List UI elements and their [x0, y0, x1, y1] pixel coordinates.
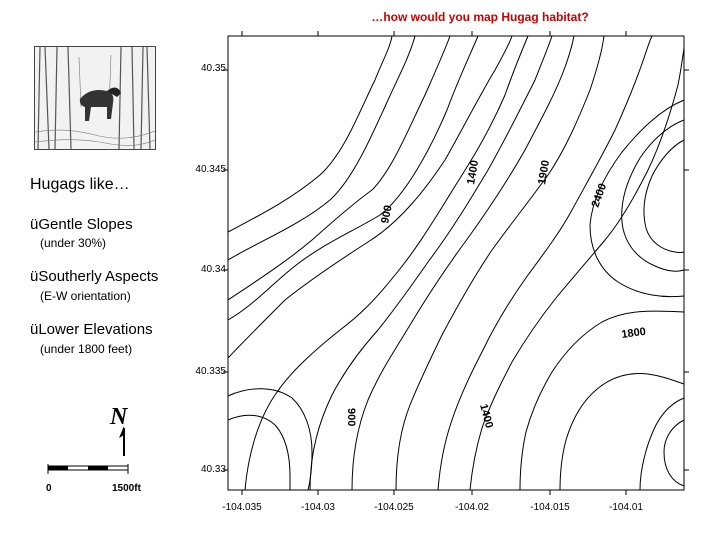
contour-label: 1800 — [621, 326, 647, 341]
contour-line — [643, 139, 685, 253]
contour-label: 1900 — [536, 159, 552, 185]
contour-line — [227, 35, 451, 301]
scale-end-label: 1500ft — [112, 483, 141, 494]
contour-line — [244, 35, 529, 491]
contour-line — [227, 388, 313, 491]
contour-line — [227, 414, 291, 490]
north-arrow-icon: N — [109, 404, 129, 456]
contour-label: 900 — [379, 204, 395, 224]
y-tick-label: 40.33 — [200, 464, 226, 475]
y-tick-label: 40.345 — [195, 164, 226, 175]
bullet-lower-elevations: üLower Elevations — [30, 321, 153, 338]
scale-start-label: 0 — [46, 483, 52, 494]
contour-line — [395, 35, 605, 491]
contour-line — [227, 35, 513, 359]
map-frame — [227, 35, 685, 491]
contour-line — [519, 310, 685, 491]
contour-line — [621, 119, 685, 272]
contour-line — [351, 35, 575, 491]
slide-title: …how would you map Hugag habitat? — [371, 10, 589, 24]
contour-line — [469, 47, 685, 491]
contour-line — [227, 35, 393, 233]
contour-line — [309, 35, 553, 491]
contour-label: 1400 — [465, 159, 481, 185]
contour-line — [437, 35, 653, 491]
bullet-gentle-slopes-detail: (under 30%) — [40, 236, 107, 250]
x-tick-label: -104.025 — [374, 502, 414, 513]
contour-label: 900 — [345, 408, 357, 426]
x-tick-label: -104.015 — [530, 502, 570, 513]
contour-line — [663, 419, 685, 487]
hugag-illustration — [34, 46, 156, 150]
contour-line — [227, 35, 479, 321]
x-tick-label: -104.01 — [609, 502, 643, 513]
contour-line — [559, 373, 685, 491]
bullet-southerly-aspects-detail: (E-W orientation) — [40, 289, 131, 303]
north-label: N — [109, 404, 129, 430]
x-tick-label: -104.03 — [301, 502, 335, 513]
contour-line — [639, 397, 685, 491]
criteria-heading: Hugags like… — [30, 176, 130, 193]
y-tick-label: 40.35 — [200, 63, 226, 74]
contour-line — [589, 99, 685, 298]
x-tick-label: -104.035 — [222, 502, 262, 513]
bullet-southerly-aspects: üSoutherly Aspects — [30, 268, 159, 285]
x-tick-label: -104.02 — [455, 502, 489, 513]
y-tick-label: 40.335 — [195, 366, 226, 377]
contour-line — [227, 35, 416, 261]
bullet-gentle-slopes: üGentle Slopes — [30, 216, 133, 233]
bullet-lower-elevations-detail: (under 1800 feet) — [40, 342, 133, 356]
y-tick-label: 40.34 — [200, 264, 226, 275]
scale-bar — [47, 464, 129, 474]
